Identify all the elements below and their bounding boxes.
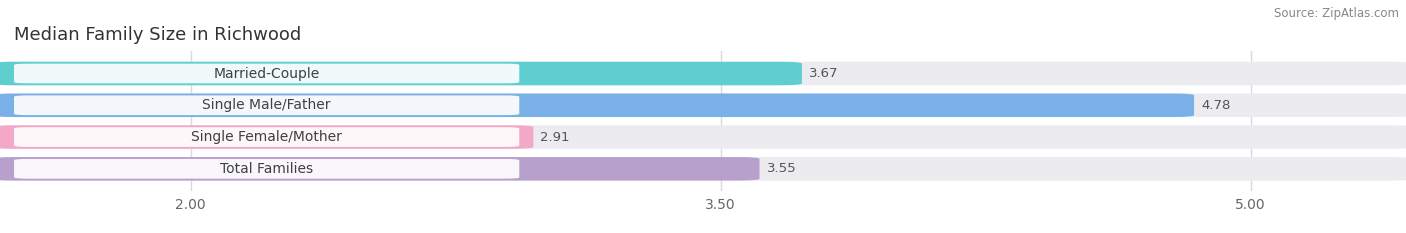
FancyBboxPatch shape xyxy=(14,159,519,179)
Text: 3.67: 3.67 xyxy=(808,67,838,80)
Text: Single Male/Father: Single Male/Father xyxy=(202,98,330,112)
Text: Total Families: Total Families xyxy=(221,162,314,176)
Text: Married-Couple: Married-Couple xyxy=(214,66,319,80)
FancyBboxPatch shape xyxy=(14,64,519,83)
Text: 3.55: 3.55 xyxy=(766,162,796,175)
Text: 4.78: 4.78 xyxy=(1201,99,1230,112)
FancyBboxPatch shape xyxy=(0,62,1406,85)
FancyBboxPatch shape xyxy=(0,157,1406,181)
FancyBboxPatch shape xyxy=(0,93,1406,117)
Text: 2.91: 2.91 xyxy=(540,130,569,144)
FancyBboxPatch shape xyxy=(14,127,519,147)
FancyBboxPatch shape xyxy=(0,125,533,149)
FancyBboxPatch shape xyxy=(0,93,1194,117)
FancyBboxPatch shape xyxy=(0,62,801,85)
FancyBboxPatch shape xyxy=(0,125,1406,149)
Text: Source: ZipAtlas.com: Source: ZipAtlas.com xyxy=(1274,7,1399,20)
Text: Single Female/Mother: Single Female/Mother xyxy=(191,130,342,144)
Text: Median Family Size in Richwood: Median Family Size in Richwood xyxy=(14,26,301,44)
FancyBboxPatch shape xyxy=(14,96,519,115)
FancyBboxPatch shape xyxy=(0,157,759,181)
